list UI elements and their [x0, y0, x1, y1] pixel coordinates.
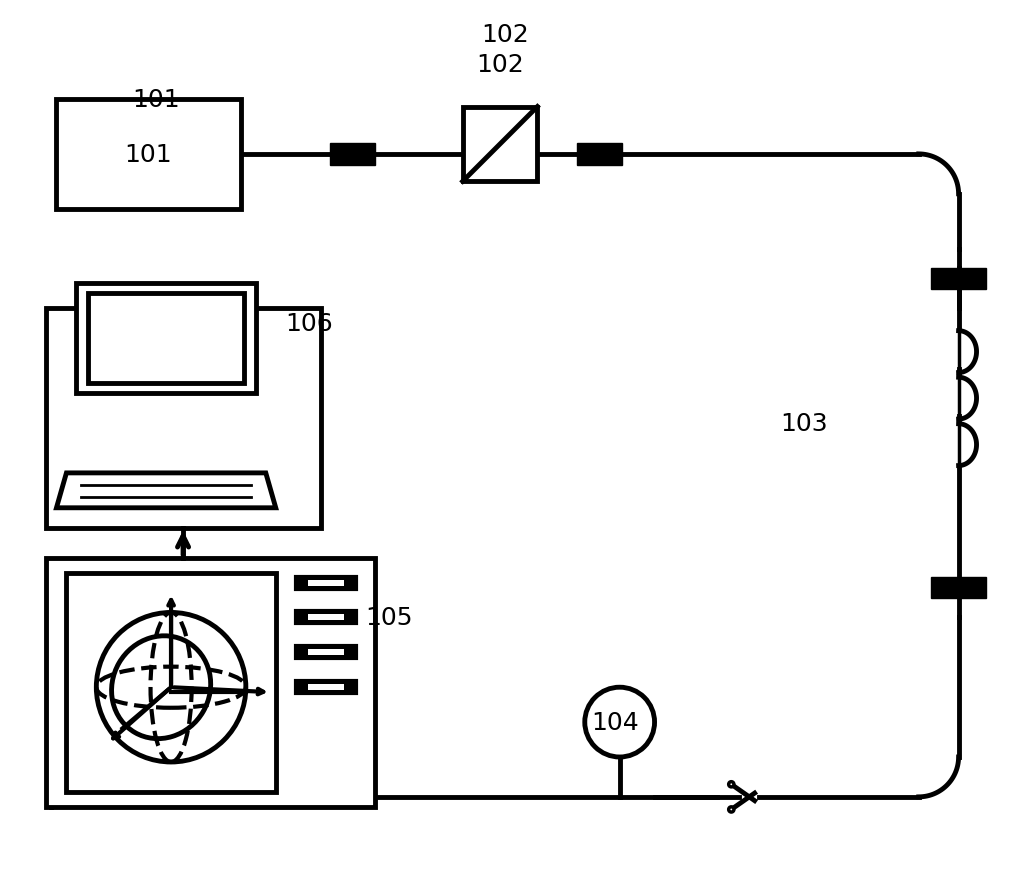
Bar: [295, 681, 355, 694]
Text: 103: 103: [780, 412, 828, 435]
Circle shape: [729, 781, 734, 787]
Bar: [67, 573, 276, 792]
Circle shape: [97, 613, 246, 762]
Bar: [463, 107, 537, 182]
Text: 102: 102: [476, 54, 524, 77]
Text: 101: 101: [125, 143, 172, 167]
Bar: [88, 294, 244, 384]
Bar: [931, 577, 986, 599]
Circle shape: [729, 807, 734, 812]
Bar: [46, 558, 376, 807]
Bar: [46, 309, 321, 528]
Circle shape: [584, 687, 654, 757]
Text: 106: 106: [286, 312, 333, 336]
Bar: [931, 269, 986, 290]
Bar: [295, 612, 355, 623]
Text: 101: 101: [133, 88, 180, 112]
Bar: [295, 646, 355, 658]
Bar: [330, 144, 375, 166]
Polygon shape: [57, 473, 276, 508]
FancyBboxPatch shape: [76, 284, 256, 393]
Bar: [308, 685, 344, 690]
Text: 105: 105: [365, 606, 413, 630]
Bar: [57, 100, 241, 210]
Bar: [308, 650, 344, 656]
Bar: [295, 577, 355, 589]
Bar: [308, 615, 344, 621]
Text: 102: 102: [482, 23, 529, 47]
Bar: [308, 579, 344, 586]
Text: 104: 104: [591, 710, 639, 734]
Bar: [577, 144, 623, 166]
